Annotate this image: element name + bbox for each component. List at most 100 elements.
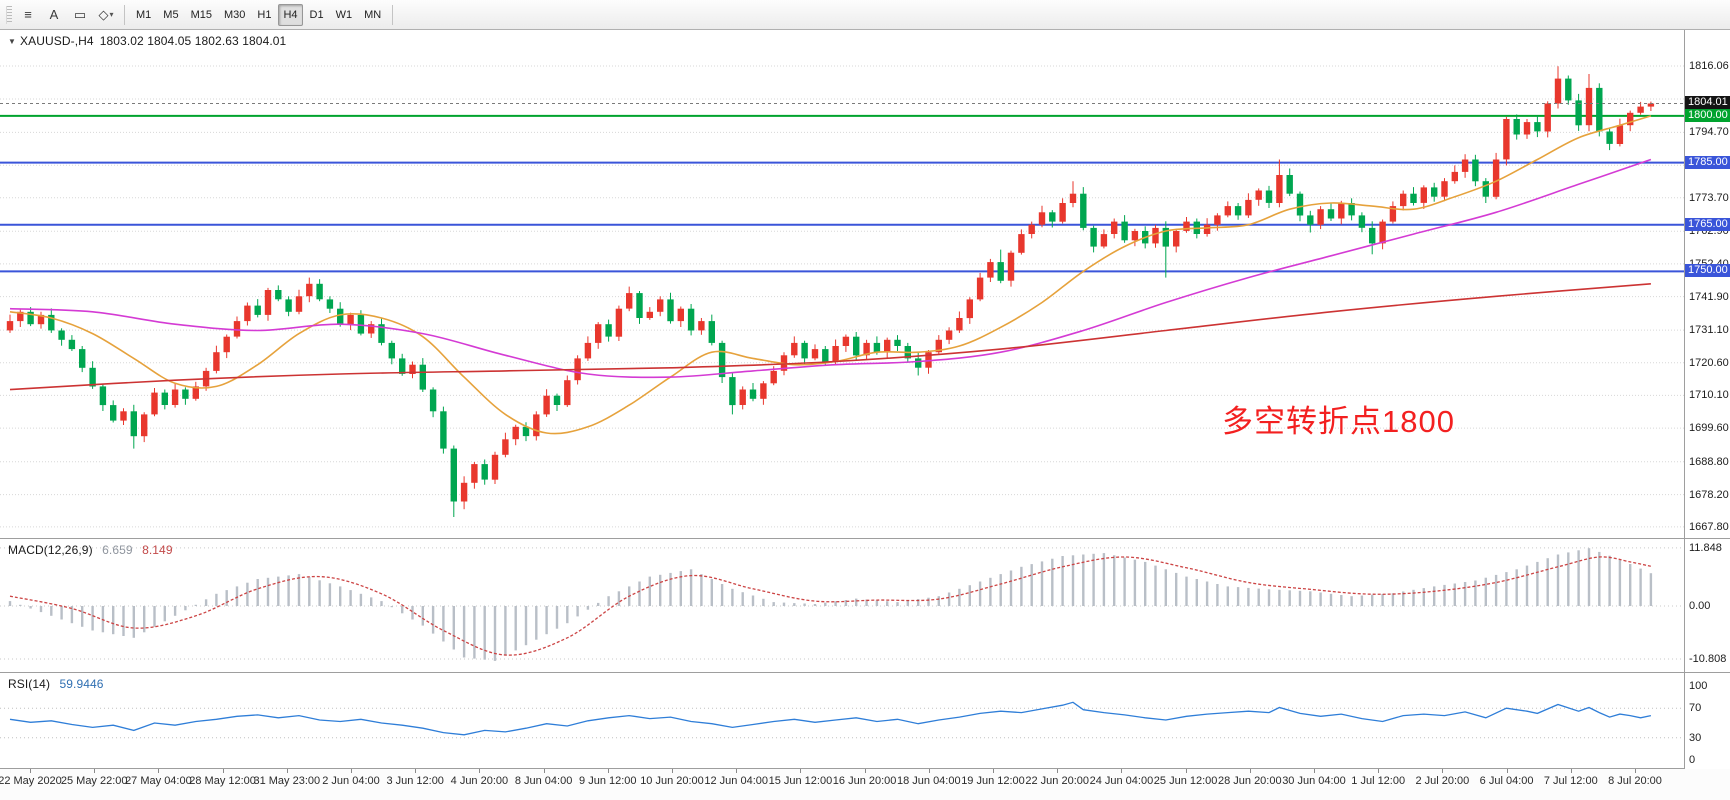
time-axis-label: 27 May 04:00: [125, 775, 192, 787]
toolbar-grip[interactable]: [6, 5, 12, 24]
price-scale-label: 30: [1689, 731, 1702, 744]
label-tool-icon[interactable]: ▭: [73, 6, 87, 22]
time-axis-label: 8 Jun 04:00: [514, 775, 573, 787]
time-axis-label: 2 Jun 04:00: [322, 775, 380, 787]
time-axis-label: 1 Jul 12:00: [1351, 775, 1406, 787]
macd-title: MACD(12,26,9): [8, 543, 93, 557]
time-axis-tick: [864, 769, 866, 773]
price-scale-label: 1816.06: [1689, 60, 1729, 72]
panel-separator: [1685, 538, 1730, 539]
price-scale-label: -10.808: [1689, 652, 1727, 665]
drawing-tools-group: ≡ A ▭ ◇ ▾: [15, 3, 119, 27]
dropdown-arrow-icon: ▾: [109, 10, 114, 19]
price-scale-label: 1678.20: [1689, 488, 1729, 501]
macd-header: MACD(12,26,9) 6.659 8.149: [8, 543, 173, 557]
timeframe-mn-button[interactable]: MN: [364, 8, 382, 21]
timeframe-m1-button[interactable]: M1: [136, 8, 152, 21]
macd-panel[interactable]: MACD(12,26,9) 6.659 8.149: [0, 539, 1684, 673]
shapes-tool-icon[interactable]: ◇ ▾: [98, 6, 114, 22]
price-scale-label: 1731.10: [1689, 324, 1729, 337]
time-axis-label: 7 Jul 12:00: [1543, 775, 1598, 787]
timeframe-m5-button[interactable]: M5: [163, 8, 179, 21]
time-axis-label: 8 Jul 20:00: [1608, 775, 1662, 787]
time-axis-label: 6 Jul 04:00: [1479, 775, 1534, 787]
time-axis-label: 25 Jun 12:00: [1153, 775, 1218, 787]
time-axis-tick: [1249, 769, 1251, 773]
time-axis-label: 28 May 12:00: [189, 775, 256, 787]
time-axis-label: 16 Jun 20:00: [832, 775, 897, 787]
time-axis-tick: [30, 769, 31, 773]
price-scale-label: 0.00: [1689, 600, 1711, 612]
time-axis-tick: [415, 769, 417, 773]
time-axis-tick: [1185, 769, 1187, 773]
price-line-label: 1785.00: [1685, 155, 1730, 169]
price-scale-label: 1688.80: [1689, 455, 1729, 468]
rsi-value: 59.9446: [59, 677, 104, 691]
time-axis-tick: [543, 769, 545, 773]
symbol-timeframe-label: XAUUSD-,H4: [20, 34, 94, 48]
time-axis-tick: [286, 769, 288, 773]
time-axis-label: 18 Jun 04:00: [896, 775, 961, 787]
time-axis-tick: [94, 769, 96, 773]
chart-annotation-text[interactable]: 多空转折点1800: [1222, 404, 1455, 439]
price-line-label: 1800.00: [1685, 108, 1730, 122]
time-axis-tick: [1314, 769, 1315, 773]
macd-main-value: 6.659: [102, 543, 133, 557]
price-scale-label: 1699.60: [1689, 422, 1729, 435]
rsi-canvas[interactable]: [0, 673, 1684, 768]
toolbar-separator: [124, 4, 125, 25]
toolbar: ≡ A ▭ ◇ ▾ M1 M5 M15 M30 H1 H4 D1 W1 MN: [0, 0, 1730, 30]
chart-header: ▼ XAUUSD-,H4 1803.02 1804.05 1802.63 1804.…: [8, 34, 286, 48]
time-axis-tick: [993, 769, 994, 773]
price-scale-label: 11.848: [1689, 541, 1722, 554]
timeframe-w1-button[interactable]: W1: [335, 8, 353, 21]
price-scale-label: 70: [1689, 702, 1702, 715]
time-axis-label: 31 May 23:00: [253, 775, 321, 787]
time-axis-tick: [1635, 769, 1636, 773]
time-axis-tick: [607, 769, 609, 773]
price-scale-label: 100: [1689, 680, 1708, 692]
price-scale-label: 1741.90: [1689, 290, 1729, 303]
charts-list-tool-icon[interactable]: ≡: [24, 7, 32, 22]
time-axis-tick: [1506, 769, 1508, 773]
time-axis-label: 2 Jul 20:00: [1415, 775, 1470, 787]
macd-canvas[interactable]: [0, 539, 1684, 672]
time-axis-label: 4 Jun 20:00: [450, 775, 509, 787]
price-line-label: 1804.01: [1685, 96, 1730, 110]
price-scale-label: 0: [1689, 754, 1696, 766]
price-scale-label: 1710.10: [1689, 389, 1729, 402]
price-line-label: 1750.00: [1685, 264, 1730, 278]
time-axis-tick: [800, 769, 802, 773]
time-axis-label: 25 May 22:00: [60, 775, 128, 787]
timeframe-group: M1 M5 M15 M30 H1 H4 D1 W1 MN: [130, 3, 387, 26]
time-axis[interactable]: 22 May 2020 25 May 22:00 27 May 04:00 28 Ma…: [0, 769, 1730, 800]
time-axis-tick: [158, 769, 160, 773]
price-scale[interactable]: 1816.061794.701773.701762.901752.401741.…: [1684, 30, 1730, 769]
time-axis-tick: [222, 769, 224, 773]
time-axis-label: 3 Jun 12:00: [386, 775, 444, 787]
time-axis-label: 30 Jun 04:00: [1282, 775, 1346, 787]
timeframe-m30-button[interactable]: M30: [223, 8, 246, 21]
text-tool-icon[interactable]: A: [49, 7, 59, 22]
time-axis-tick: [736, 769, 738, 773]
time-axis-tick: [351, 769, 352, 773]
rsi-panel[interactable]: RSI(14) 59.9446: [0, 673, 1684, 769]
price-scale-label: 1794.70: [1689, 126, 1729, 139]
timeframe-d1-button[interactable]: D1: [309, 8, 324, 21]
time-axis-tick: [479, 769, 481, 773]
main-chart-panel[interactable]: ▼ XAUUSD-,H4 1803.02 1804.05 1802.63 1804.…: [0, 30, 1684, 539]
timeframe-h4-button[interactable]: H4: [278, 3, 303, 26]
time-axis-tick: [928, 769, 930, 773]
main-chart-canvas[interactable]: [0, 30, 1684, 538]
price-line-label: 1765.00: [1685, 217, 1730, 231]
time-axis-label: 9 Jun 12:00: [579, 775, 637, 787]
time-axis-label: 22 Jun 20:00: [1025, 775, 1089, 787]
timeframe-h1-button[interactable]: H1: [257, 8, 272, 21]
timeframe-m15-button[interactable]: M15: [190, 8, 212, 21]
time-axis-label: 24 Jun 04:00: [1089, 775, 1154, 787]
symbol-dropdown-icon[interactable]: ▼: [8, 37, 17, 46]
time-axis-tick: [1121, 769, 1123, 773]
time-axis-label: 10 Jun 20:00: [640, 775, 704, 787]
time-axis-label: 22 May 2020: [0, 775, 62, 787]
